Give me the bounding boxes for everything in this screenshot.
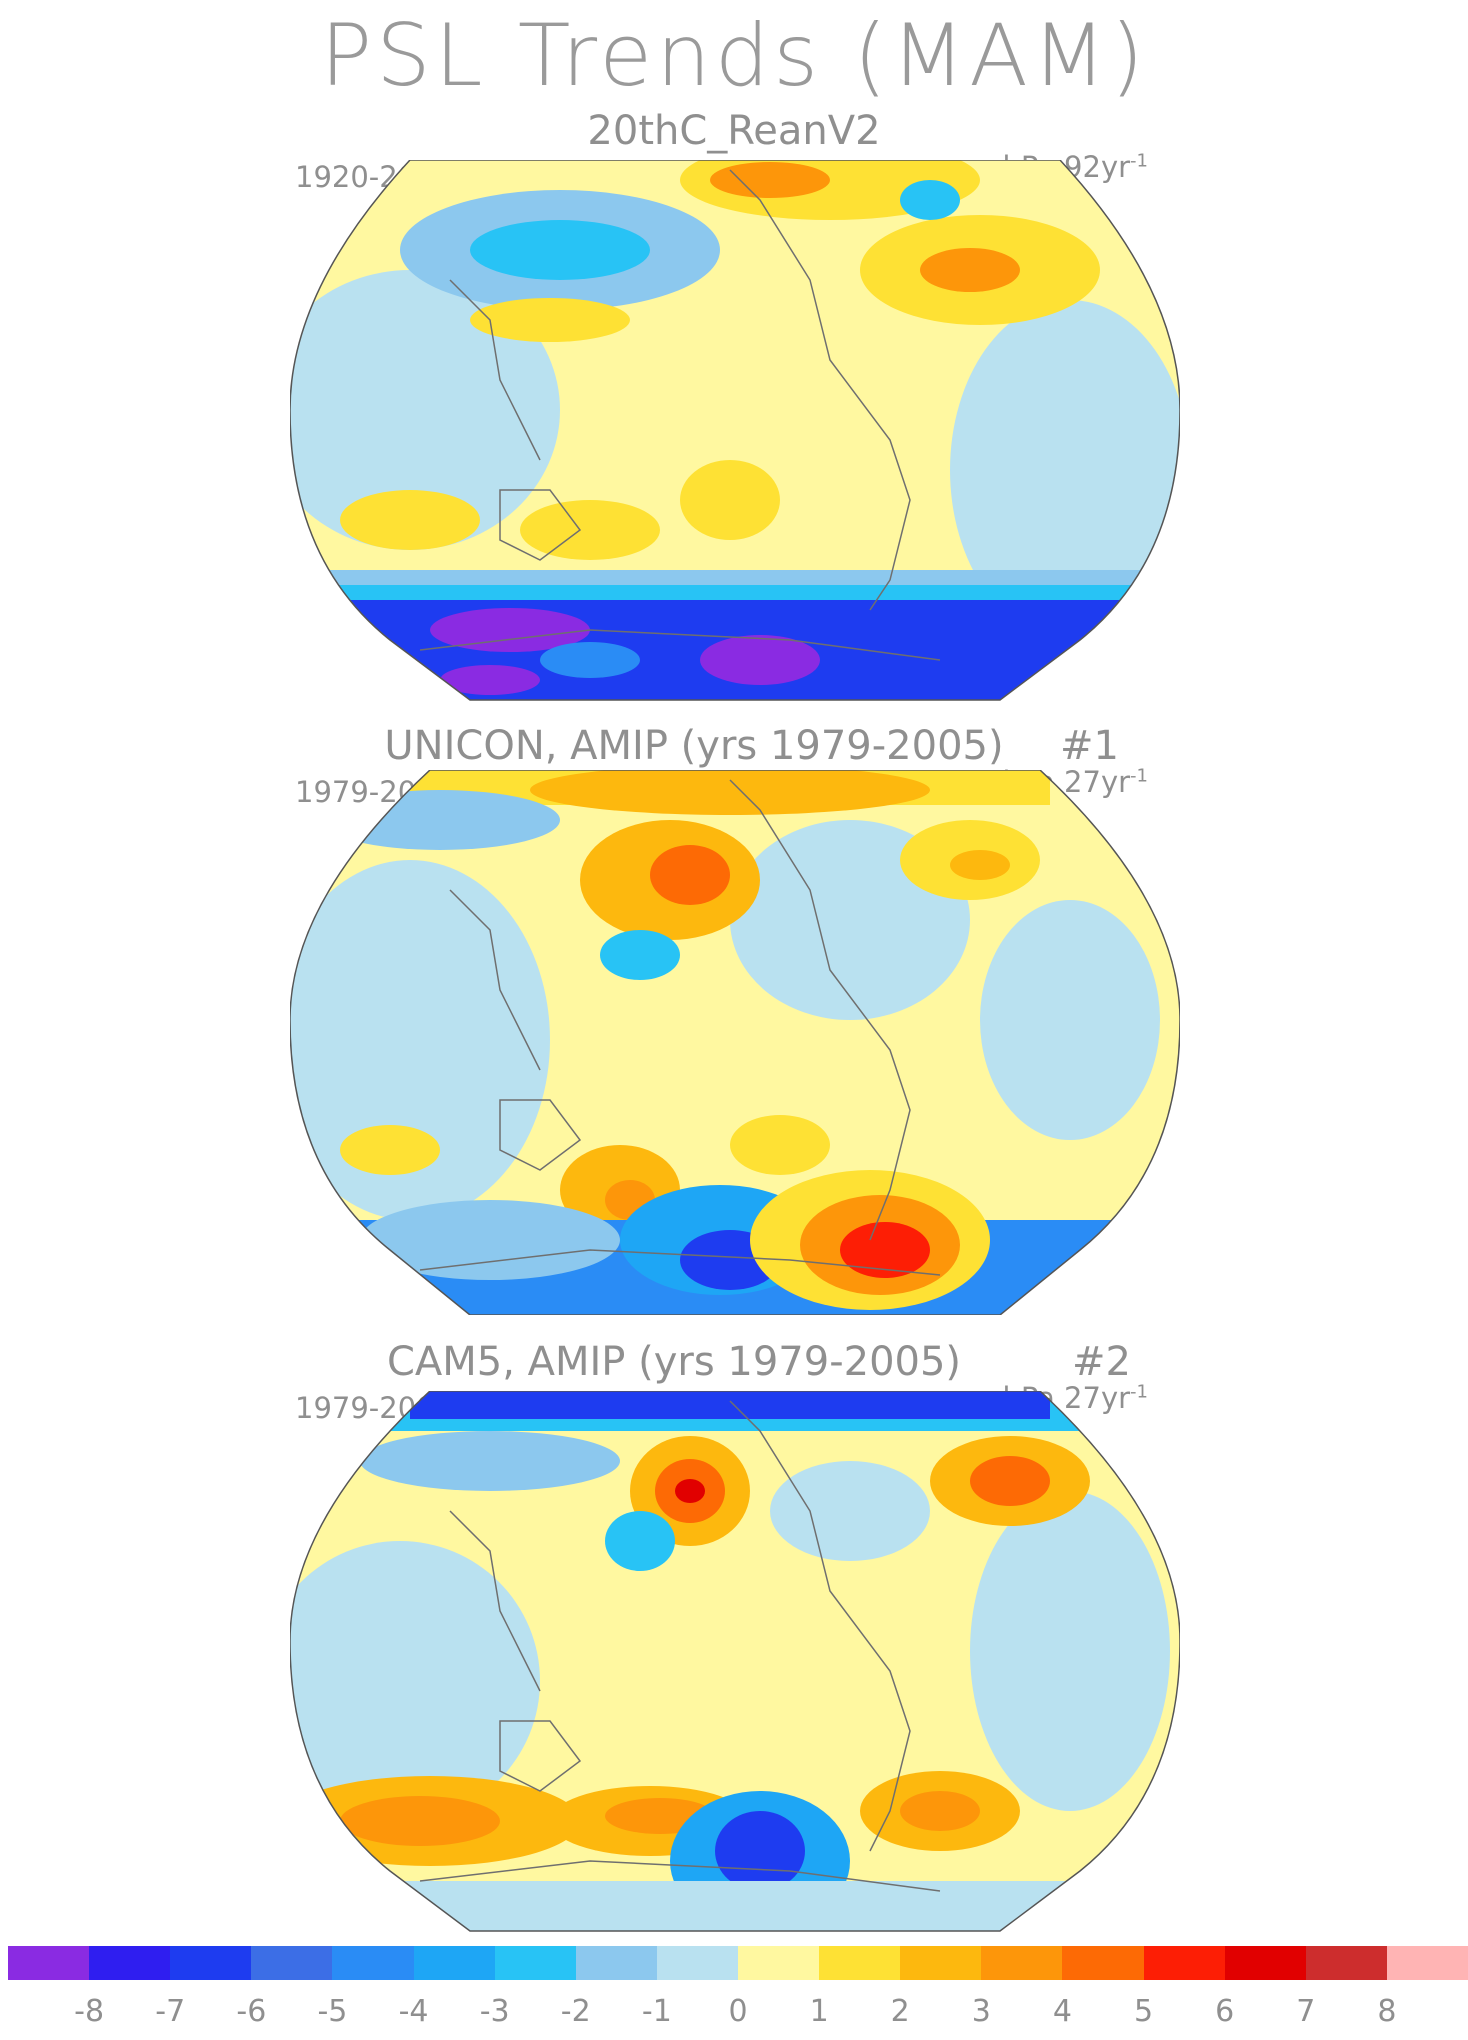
colorbar <box>8 1946 1468 1980</box>
panel-title: CAM5, AMIP (yrs 1979-2005) <box>386 1339 962 1385</box>
colorbar-swatch <box>819 1946 901 1980</box>
colorbar-tick-label: 1 <box>809 1994 829 2029</box>
colorbar-tick-label: -6 <box>236 1994 267 2029</box>
colorbar-swatch <box>1062 1946 1145 1980</box>
colorbar-swatch <box>981 1946 1063 1980</box>
colorbar-tick-label: 4 <box>1052 1994 1072 2029</box>
colorbar-tick-label: -1 <box>641 1994 672 2029</box>
colorbar-tick-label: 8 <box>1377 1994 1397 2029</box>
colorbar-tick-label: -3 <box>479 1994 510 2029</box>
colorbar-tick-label: -8 <box>74 1994 105 2029</box>
colorbar-tick-label: 2 <box>890 1994 910 2029</box>
colorbar-swatch <box>575 1946 658 1980</box>
psl-trend-map <box>290 770 1180 1315</box>
colorbar-tick-label: 3 <box>971 1994 991 2029</box>
run-tag: #2 <box>1072 1339 1131 1385</box>
colorbar-swatch <box>170 1946 252 1980</box>
map-panel-3: CAM5, AMIP (yrs 1979-2005) #2 1979-2005 … <box>0 1339 1468 1959</box>
colorbar-tick-label: -7 <box>155 1994 186 2029</box>
colorbar-swatch <box>89 1946 171 1980</box>
psl-trend-map <box>290 1391 1180 1932</box>
colorbar-swatch <box>900 1946 982 1980</box>
colorbar-tick-label: 6 <box>1215 1994 1235 2029</box>
colorbar-tick-label: 0 <box>728 1994 748 2029</box>
colorbar-swatch <box>8 1946 90 1980</box>
run-tag: #1 <box>1060 723 1119 769</box>
colorbar-swatch <box>1386 1946 1468 1980</box>
map-panel-1: 20thC_ReanV2 1920-2011 hPa 92yr-1 <box>0 108 1468 728</box>
colorbar-swatch <box>494 1946 577 1980</box>
colorbar-tick-label: -5 <box>317 1994 348 2029</box>
colorbar-swatch <box>1224 1946 1307 1980</box>
colorbar-tick-label: -4 <box>398 1994 429 2029</box>
colorbar-swatch <box>738 1946 820 1980</box>
colorbar-swatch <box>251 1946 333 1980</box>
colorbar-tick-label: 5 <box>1134 1994 1154 2029</box>
psl-trend-map <box>290 160 1180 701</box>
panel-title: 20thC_ReanV2 <box>587 108 881 154</box>
colorbar-swatch <box>656 1946 739 1980</box>
colorbar-tick-label: -2 <box>560 1994 591 2029</box>
colorbar-swatch <box>332 1946 415 1980</box>
colorbar-tick-label: 7 <box>1296 1994 1316 2029</box>
map-panel-2: UNICON, AMIP (yrs 1979-2005) #1 1979-200… <box>0 723 1468 1343</box>
colorbar-swatch <box>1143 1946 1226 1980</box>
panel-title: UNICON, AMIP (yrs 1979-2005) <box>384 723 1004 769</box>
figure-title: PSL Trends (MAM) <box>320 6 1148 106</box>
colorbar-swatch <box>413 1946 496 1980</box>
colorbar-swatch <box>1305 1946 1388 1980</box>
